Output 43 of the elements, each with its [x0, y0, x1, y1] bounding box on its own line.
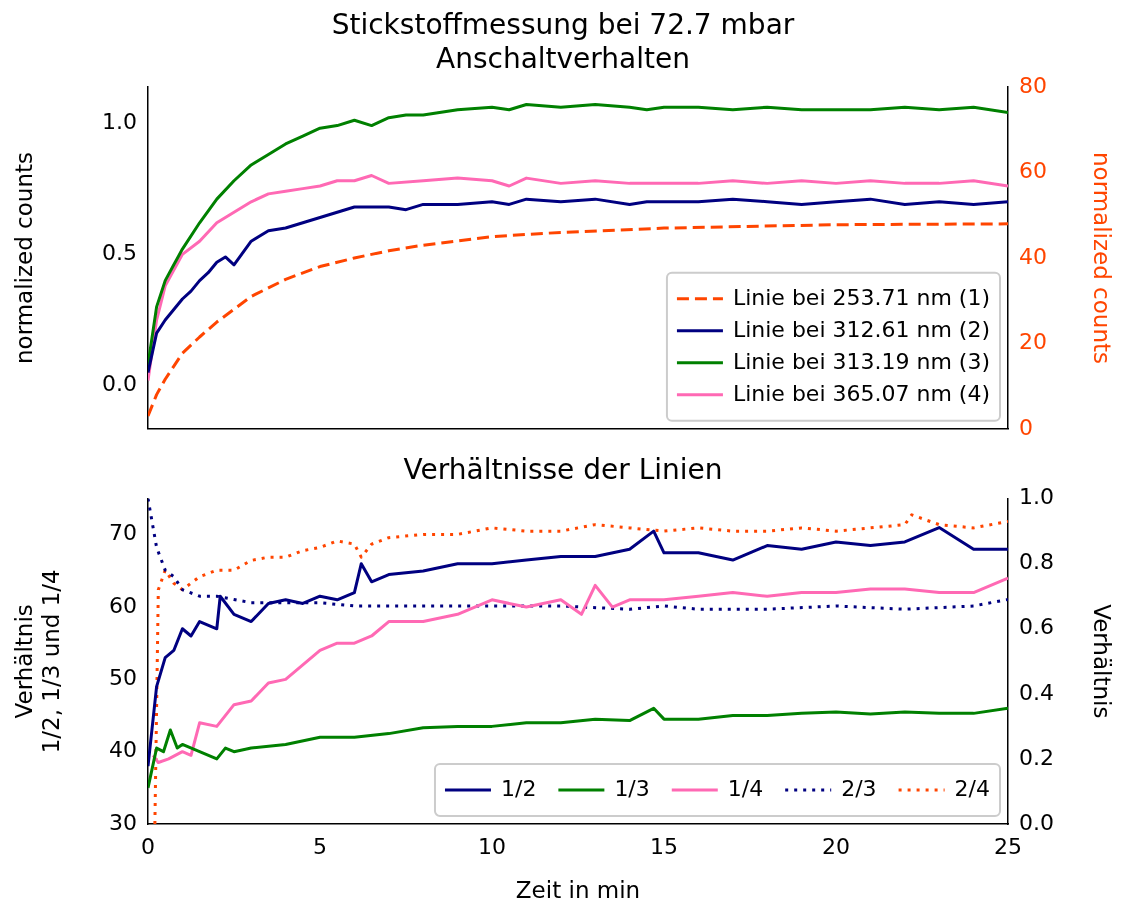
y2-axis-title: Verhältnis: [1089, 604, 1116, 719]
x-tick-label: 0: [141, 833, 155, 859]
y-tick-label: 70: [109, 520, 137, 546]
y-tick-label: 0.5: [102, 240, 137, 266]
legend-label: 1/4: [727, 775, 764, 801]
x-tick-label: 10: [478, 833, 506, 859]
y-tick-label: 40: [109, 737, 137, 763]
y2-tick-label: 60: [1019, 158, 1047, 184]
y-tick-label: 50: [109, 665, 137, 691]
y2-tick-label: 0.6: [1019, 614, 1054, 640]
x-tick-label: 15: [650, 833, 678, 859]
chart-title: Stickstoffmessung bei 72.7 mbar Anschaltverhalten: [331, 8, 795, 75]
y-tick-label: 1.0: [102, 108, 137, 134]
x-axis-title: Zeit in min: [515, 877, 641, 904]
legend-label: Linie bei 312.61 nm (2): [732, 316, 990, 342]
legend-label: Linie bei 253.71 nm (1): [732, 284, 990, 310]
line-series: [148, 222, 1008, 418]
y2-tick-label: 0.2: [1019, 744, 1054, 770]
y2-axis-title: normalized counts: [1089, 152, 1116, 364]
y-tick-label: 0.0: [102, 371, 137, 397]
y-axis-title: Verhältnis 1/2, 1/3 und 1/4: [10, 569, 65, 754]
legend-label: 2/3: [841, 775, 877, 801]
legend-label: 1/2: [500, 775, 537, 801]
y2-tick-label: 1.0: [1019, 484, 1054, 510]
y2-tick-label: 80: [1019, 72, 1047, 98]
y2-tick-label: 0: [1019, 414, 1033, 440]
x-tick-label: 5: [313, 833, 327, 859]
y2-tick-label: 20: [1019, 329, 1047, 355]
x-tick-label: 20: [822, 833, 850, 859]
legend-label: 2/4: [954, 775, 990, 801]
y2-tick-label: 0.0: [1019, 809, 1054, 835]
y-tick-label: 30: [109, 809, 137, 835]
legend-label: Linie bei 313.19 nm (3): [732, 348, 990, 374]
y-tick-label: 60: [109, 592, 137, 618]
y2-tick-label: 0.4: [1019, 679, 1054, 705]
legend-label: 1/3: [614, 775, 650, 801]
x-tick-label: 25: [994, 833, 1022, 859]
legend-label: Linie bei 365.07 nm (4): [732, 380, 990, 406]
y2-tick-label: 0.8: [1019, 549, 1054, 575]
chart-title: Verhältnisse der Linien: [403, 453, 723, 487]
y-axis-title: normalized counts: [10, 152, 37, 364]
y2-tick-label: 40: [1019, 243, 1047, 269]
line-series: [153, 513, 1008, 824]
